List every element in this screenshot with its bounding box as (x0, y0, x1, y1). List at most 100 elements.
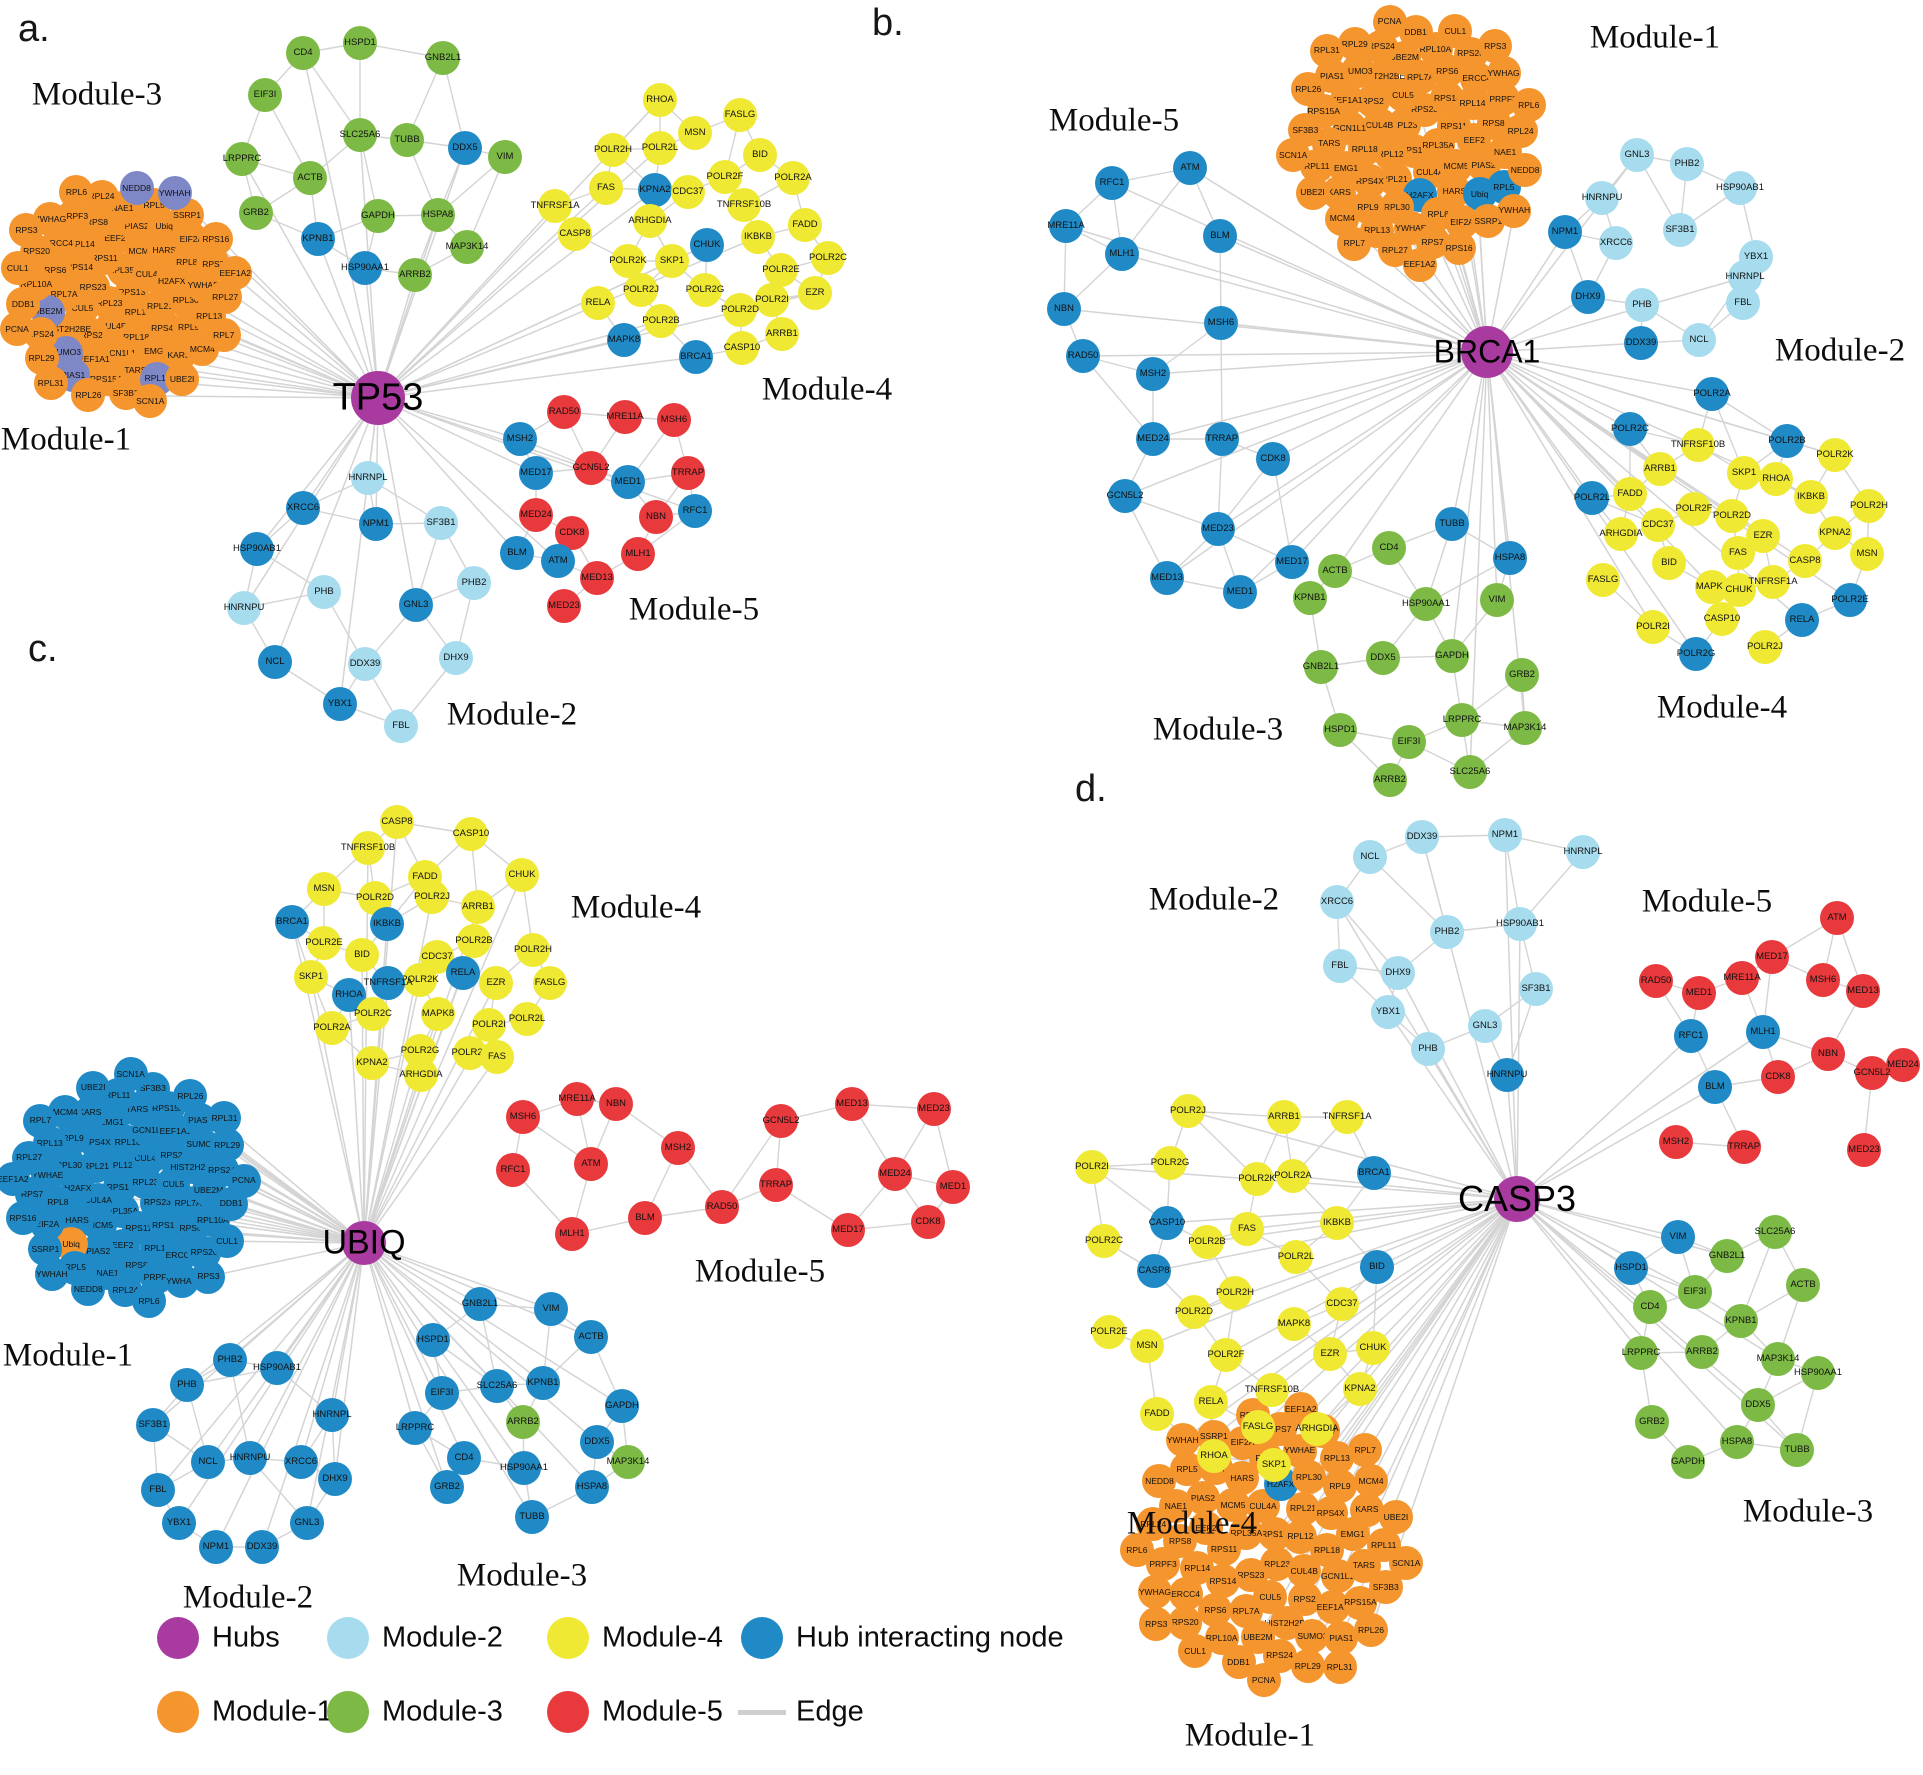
node-FBL[interactable]: FBL (1323, 949, 1357, 983)
node-POLR2F[interactable]: POLR2F (1676, 492, 1712, 526)
node-POLR2J[interactable]: POLR2J (1747, 630, 1783, 664)
node-DDX39[interactable]: DDX39 (1624, 326, 1658, 360)
node-LRPPRC[interactable]: LRPPRC (1622, 1336, 1660, 1370)
node-POLR2G[interactable]: POLR2G (1151, 1146, 1189, 1180)
node-IKBKB[interactable]: IKBKB (370, 907, 404, 941)
node-GCN5L2[interactable]: GCN5L2 (1107, 479, 1143, 513)
node-EIF3I[interactable]: EIF3I (1678, 1275, 1712, 1309)
node-HSPD1[interactable]: HSPD1 (343, 26, 377, 60)
node-TNFRSF10B[interactable]: TNFRSF10B (341, 831, 395, 865)
node-POLR2J[interactable]: POLR2J (414, 880, 450, 914)
node-DHX9[interactable]: DHX9 (439, 641, 473, 675)
node-UBE2I[interactable]: UBE2I (1295, 175, 1330, 210)
node-GRB2[interactable]: GRB2 (1635, 1405, 1669, 1439)
node-FAS[interactable]: FAS (1230, 1212, 1264, 1246)
node-YWHAH[interactable]: YWHAH (157, 175, 192, 210)
node-EIF3I[interactable]: EIF3I (248, 78, 282, 112)
node-IKBKB[interactable]: IKBKB (1794, 480, 1828, 514)
node-CASP8[interactable]: CASP8 (558, 217, 592, 251)
node-EIF3I[interactable]: EIF3I (425, 1376, 459, 1410)
node-RPL26[interactable]: RPL26 (173, 1079, 208, 1114)
node-RPS20[interactable]: RPS20 (1168, 1605, 1203, 1640)
node-CASP10[interactable]: CASP10 (1149, 1206, 1185, 1240)
node-FASLG[interactable]: FASLG (1586, 563, 1620, 597)
node-YWHAH[interactable]: YWHAH (1497, 193, 1532, 228)
node-PIAS2[interactable]: PIAS2 (1185, 1481, 1220, 1516)
node-GCN5L2[interactable]: GCN5L2 (1854, 1056, 1890, 1090)
node-PHB[interactable]: PHB (1411, 1032, 1445, 1066)
node-XRCC6[interactable]: XRCC6 (286, 491, 320, 525)
node-RPS16[interactable]: RPS16 (6, 1201, 40, 1236)
node-POLR2H[interactable]: POLR2H (514, 933, 552, 967)
node-RHOA[interactable]: RHOA (1759, 462, 1793, 496)
node-DDX5[interactable]: DDX5 (580, 1425, 614, 1459)
node-NCL[interactable]: NCL (1353, 840, 1387, 874)
node-SF3B1[interactable]: SF3B1 (136, 1408, 170, 1442)
node-PIAS1[interactable]: PIAS1 (1324, 1621, 1359, 1656)
node-RFC1[interactable]: RFC1 (678, 494, 712, 528)
node-BLM[interactable]: BLM (1698, 1070, 1732, 1104)
node-HNRNPU[interactable]: HNRNPU (1487, 1058, 1527, 1092)
node-NEDD8[interactable]: NEDD8 (1142, 1463, 1177, 1498)
node-POLR2F[interactable]: POLR2F (1208, 1338, 1244, 1372)
node-EIF3I[interactable]: EIF3I (1392, 725, 1426, 759)
node-RAD50[interactable]: RAD50 (1066, 339, 1100, 373)
node-RELA[interactable]: RELA (1194, 1385, 1228, 1419)
node-NCL[interactable]: NCL (1682, 323, 1716, 357)
node-HSPA8[interactable]: HSPA8 (421, 198, 455, 232)
node-SLC25A6[interactable]: SLC25A6 (477, 1369, 517, 1403)
node-MED1[interactable]: MED1 (611, 465, 645, 499)
node-MLH1[interactable]: MLH1 (1746, 1015, 1780, 1049)
node-BID[interactable]: BID (1652, 546, 1686, 580)
node-POLR2K[interactable]: POLR2K (401, 963, 439, 997)
node-CDK8[interactable]: CDK8 (911, 1205, 945, 1239)
node-XRCC6[interactable]: XRCC6 (1599, 226, 1633, 260)
node-RPL31[interactable]: RPL31 (207, 1101, 242, 1136)
hub-label-BRCA1[interactable]: BRCA1 (1433, 333, 1541, 370)
node-SF3B1[interactable]: SF3B1 (1519, 972, 1553, 1006)
node-PHB2[interactable]: PHB2 (1670, 147, 1704, 181)
node-KPNB1[interactable]: KPNB1 (526, 1366, 560, 1400)
hub-node-UBIQ[interactable] (342, 1221, 386, 1265)
node-MSH6[interactable]: MSH6 (1204, 306, 1238, 340)
node-MED17[interactable]: MED17 (1275, 545, 1309, 579)
node-ACTB[interactable]: ACTB (1318, 554, 1352, 588)
node-VIM[interactable]: VIM (534, 1292, 568, 1326)
node-POLR2D[interactable]: POLR2D (1175, 1295, 1213, 1329)
node-HNRNPL[interactable]: HNRNPL (348, 461, 388, 495)
node-MSH6[interactable]: MSH6 (1806, 963, 1840, 997)
node-SLC25A6[interactable]: SLC25A6 (1450, 755, 1490, 789)
node-POLR2C[interactable]: POLR2C (809, 241, 847, 275)
node-FASLG[interactable]: FASLG (533, 966, 567, 1000)
node-ACTB[interactable]: ACTB (293, 161, 327, 195)
node-MED24[interactable]: MED24 (519, 498, 553, 532)
node-KPNB1[interactable]: KPNB1 (1724, 1304, 1758, 1338)
node-CUL1[interactable]: CUL1 (1178, 1634, 1213, 1669)
node-POLR2J[interactable]: POLR2J (1170, 1094, 1206, 1128)
hub-node-CASP3[interactable] (1494, 1176, 1540, 1222)
node-MED23[interactable]: MED23 (917, 1092, 951, 1126)
node-KPNB1[interactable]: KPNB1 (1293, 581, 1327, 615)
node-HSP90AB1[interactable]: HSP90AB1 (1496, 907, 1544, 941)
node-GCN5L2[interactable]: GCN5L2 (763, 1104, 799, 1138)
node-POLR2B[interactable]: POLR2B (1188, 1225, 1226, 1259)
node-RPL31[interactable]: RPL31 (1322, 1649, 1357, 1684)
node-POLR2D[interactable]: POLR2D (1713, 499, 1751, 533)
node-IKBKB[interactable]: IKBKB (1320, 1206, 1354, 1240)
node-SCN1A[interactable]: SCN1A (1276, 138, 1311, 173)
node-MSH6[interactable]: MSH6 (506, 1100, 540, 1134)
node-TUBB[interactable]: TUBB (1780, 1433, 1814, 1467)
node-TRRAP[interactable]: TRRAP (671, 456, 705, 490)
node-MAPK8[interactable]: MAPK8 (1277, 1307, 1311, 1341)
node-MLH1[interactable]: MLH1 (621, 537, 655, 571)
node-POLR2B[interactable]: POLR2B (1768, 424, 1806, 458)
node-ARHGDIA[interactable]: ARHGDIA (1295, 1412, 1339, 1446)
node-CHUK[interactable]: CHUK (1356, 1331, 1390, 1365)
node-MSN[interactable]: MSN (307, 872, 341, 906)
node-NPM1[interactable]: NPM1 (199, 1530, 233, 1564)
node-TNFRSF10B[interactable]: TNFRSF10B (1245, 1373, 1299, 1407)
hub-label-UBIQ[interactable]: UBIQ (322, 1223, 406, 1262)
node-NBN[interactable]: NBN (599, 1087, 633, 1121)
node-SCN1A[interactable]: SCN1A (133, 384, 168, 419)
node-GNL3[interactable]: GNL3 (290, 1506, 324, 1540)
